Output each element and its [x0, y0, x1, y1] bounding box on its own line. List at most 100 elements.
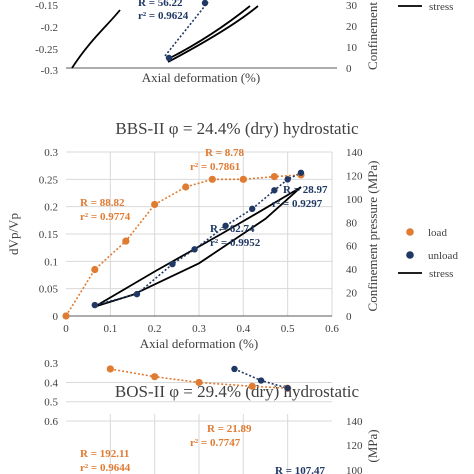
p2-unload-point	[222, 222, 229, 229]
p2-legend-unload-marker	[406, 251, 414, 259]
p2-y-label: dVp/Vp	[6, 213, 21, 255]
p2-legend-load-marker	[406, 228, 414, 236]
p3-load-point	[106, 365, 114, 373]
p3-y2-tick-label: 120	[346, 440, 363, 452]
p2-y-tick-label: 0.2	[44, 202, 58, 214]
p1-unload-point	[201, 0, 209, 7]
p2-annotation-unload-r-upper: R = 28.97	[283, 184, 328, 196]
panel-bottom: BOS-II φ = 29.4% (dry) hydrostatic 0.60.…	[44, 358, 380, 474]
p2-x-tick-label: 0.6	[325, 323, 339, 335]
p3-annotation-load-r-lower: R = 192.11	[80, 448, 129, 460]
p3-annotation-load-r2-lower: r² = 0.9644	[80, 462, 131, 474]
p2-title: BBS-II φ = 24.4% (dry) hydrostatic	[115, 119, 359, 138]
p3-title: BOS-II φ = 29.4% (dry) hydrostatic	[115, 382, 360, 401]
p1-y2-ticks: 30 20 10 0	[346, 0, 358, 75]
p1-y2-tick-label: 30	[346, 0, 358, 12]
p1-x-label: Axial deformation (%)	[142, 70, 260, 85]
p3-y2-ticks: 140 120 100	[346, 416, 363, 474]
p2-load-point	[208, 175, 216, 183]
p2-x-tick-label: 0.5	[281, 323, 295, 335]
p2-y-ticks: 0 0.05 0.1 0.15 0.2 0.25 0.3	[39, 147, 59, 323]
p3-annotation-unload-r: R = 107.47	[275, 465, 325, 474]
p3-points	[106, 365, 292, 392]
p2-gridlines	[66, 151, 333, 316]
p1-y2-tick-label: 0	[346, 63, 352, 75]
p3-load-point	[151, 373, 159, 381]
p2-x-tick-label: 0.4	[236, 323, 250, 335]
p2-unload-point	[284, 176, 291, 183]
p2-y2-tick-label: 80	[346, 217, 358, 229]
p2-y2-tick-label: 140	[346, 147, 363, 159]
p3-y2-tick-label: 140	[346, 416, 363, 428]
p3-y2-label: (MPa)	[365, 429, 380, 462]
p2-annotation-unload-r2-lower: r² = 0.9952	[210, 237, 261, 249]
p1-annotation-bg	[136, 0, 188, 24]
p1-y-tick-label: -0.3	[41, 65, 59, 77]
p1-unload-trend	[164, 1, 209, 57]
p2-y-tick-label: 0.1	[44, 256, 58, 268]
p3-y-ticks: 0.6 0.5 0.4 0.3	[44, 358, 58, 428]
p1-y-tick-label: -0.2	[41, 22, 58, 34]
p2-load-trend-lower	[65, 204, 156, 317]
p2-y-tick-label: 0.25	[39, 174, 59, 186]
p2-y-tick-label: 0.3	[44, 147, 58, 159]
p1-stress-curve	[71, 9, 121, 69]
p1-stress-loop	[167, 5, 259, 63]
panel-top: -0.15 -0.2 -0.25 -0.3 30 20 10 0 Axial deforma…	[35, 0, 453, 85]
p2-load-point	[122, 237, 130, 245]
p2-annotation-load-r2-lower: r² = 0.9774	[80, 211, 131, 223]
p1-y2-tick-label: 10	[346, 42, 358, 54]
panel-middle: BBS-II φ = 24.4% (dry) hydrostatic 0 0.1 0…	[6, 119, 458, 351]
p2-legend-load-label: load	[428, 227, 447, 239]
p2-annotation-load-r2-upper: r² = 0.7861	[190, 161, 240, 173]
p3-unload-point	[231, 365, 238, 373]
p2-legend-stress-label: stress	[429, 268, 453, 280]
p2-x-label: Axial deformation (%)	[140, 336, 258, 351]
p2-y2-label: Confinement pressure (MPa)	[365, 161, 380, 312]
p2-unload-point	[191, 246, 198, 253]
p2-y2-tick-label: 100	[346, 194, 363, 206]
p3-annotation-load-r2-upper: r² = 0.7747	[190, 437, 241, 449]
p2-annotation-unload-r-lower: R = 62.74	[210, 223, 255, 235]
p1-y-ticks: -0.15 -0.2 -0.25 -0.3	[35, 0, 58, 77]
p3-load-point	[195, 378, 203, 387]
p2-load-trend-upper	[154, 174, 302, 206]
p2-load-point	[270, 173, 278, 181]
p1-annotation-r: R = 56.22	[138, 0, 183, 9]
p2-unload-point	[271, 187, 278, 194]
p2-annotation-load-r-upper: R = 8.78	[205, 147, 244, 159]
p1-unload-point	[165, 54, 173, 62]
p1-annotation-r2: r² = 0.9624	[138, 10, 189, 22]
p2-y2-tick-label: 40	[346, 264, 358, 276]
p2-x-tick-label: 0.1	[103, 323, 117, 335]
p2-load-point	[151, 200, 159, 209]
p2-annotation-unload-r2-upper: r² = 0.9297	[272, 198, 323, 210]
p2-unload-point	[133, 290, 141, 298]
p2-y-tick-label: 0	[53, 311, 59, 323]
p3-y-tick-label: 0.3	[44, 358, 58, 370]
p2-unload-point	[297, 169, 305, 176]
p2-y-tick-label: 0.05	[39, 284, 59, 296]
p3-load-point	[248, 382, 256, 390]
p2-unload-point	[169, 260, 176, 268]
p3-unload-point	[257, 377, 265, 384]
p2-y2-tick-label: 20	[346, 288, 358, 300]
p2-annotation-load-r-lower: R = 88.82	[80, 197, 125, 209]
p3-annotation-load-r-upper: R = 21.89	[207, 423, 252, 435]
p2-load-point	[91, 265, 99, 274]
p1-y2-tick-label: 20	[346, 21, 358, 33]
p2-load-point	[62, 312, 70, 320]
p2-x-ticks: 0 0.1 0.2 0.3 0.4 0.5 0.6	[63, 323, 339, 335]
p2-y-tick-label: 0.15	[39, 229, 59, 241]
p2-y2-tick-label: 120	[346, 170, 363, 182]
p2-unload-point	[91, 301, 99, 309]
p2-y2-ticks: 0 20 40 60 80 100 120 140	[346, 147, 363, 323]
p2-y2-tick-label: 0	[346, 311, 352, 323]
p2-unload-point	[249, 205, 256, 213]
p2-x-tick-label: 0.2	[148, 323, 162, 335]
p2-y2-tick-label: 60	[346, 241, 358, 253]
p2-unload-trend-lower	[94, 208, 253, 306]
p3-unload-point	[284, 385, 291, 392]
p2-points	[62, 169, 305, 320]
